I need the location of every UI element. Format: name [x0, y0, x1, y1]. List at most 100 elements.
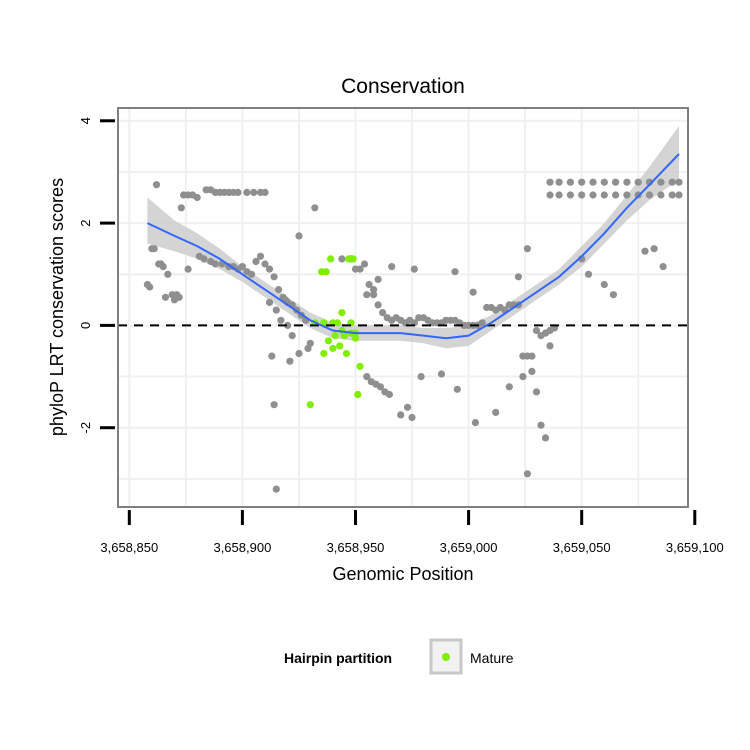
data-point-other: [523, 245, 532, 253]
data-point-other: [532, 326, 541, 335]
data-point-other: [161, 293, 170, 301]
data-point-other: [641, 247, 649, 255]
data-point-other: [306, 339, 314, 347]
data-point-other: [363, 291, 371, 299]
data-point-mature: [354, 390, 362, 399]
data-point-other: [659, 263, 667, 271]
smooth-trend-line: [146, 153, 680, 340]
data-point-other: [252, 257, 260, 266]
x-tick-label: 3,659,000: [440, 540, 498, 555]
data-point-other: [675, 191, 683, 199]
data-point-other: [478, 319, 486, 327]
data-point-other: [184, 265, 192, 273]
data-point-other: [268, 352, 276, 360]
data-point-other: [668, 178, 676, 186]
data-point-other: [657, 178, 665, 186]
data-point-other: [385, 390, 393, 399]
data-point-other: [256, 252, 265, 260]
data-point-mature: [342, 349, 351, 358]
data-point-other: [177, 204, 185, 212]
data-point-other: [247, 270, 256, 278]
data-point-other: [505, 383, 513, 391]
data-point-other: [261, 188, 269, 196]
data-point-other: [519, 373, 527, 381]
y-tick-label: 2: [78, 219, 93, 226]
data-point-mature: [327, 255, 335, 263]
data-point-other: [211, 260, 219, 268]
data-point-other: [600, 178, 608, 186]
data-point-other: [374, 275, 382, 283]
data-point-other: [379, 309, 387, 317]
data-point-other: [338, 255, 346, 263]
data-point-other: [295, 232, 303, 240]
data-point-other: [453, 385, 461, 393]
data-point-other: [523, 470, 532, 478]
data-point-other: [270, 273, 278, 281]
y-tick-label: -2: [78, 422, 93, 434]
data-point-other: [250, 188, 258, 196]
data-point-other: [272, 306, 280, 314]
data-point-other: [541, 434, 550, 442]
data-point-other: [374, 301, 382, 309]
y-axis-title: phyloP LRT conservation scores: [47, 178, 67, 436]
data-point-other: [645, 191, 654, 199]
data-point-other: [410, 265, 418, 273]
data-point-other: [146, 283, 154, 291]
data-point-other: [408, 413, 416, 422]
confidence-band: [147, 125, 679, 349]
data-point-mature: [356, 362, 364, 370]
data-point-other: [152, 181, 161, 189]
data-point-other: [150, 245, 158, 253]
data-point-other: [623, 178, 631, 186]
data-point-other: [532, 388, 541, 396]
data-point-other: [370, 291, 378, 299]
data-point-other: [566, 191, 575, 199]
chart-title: Conservation: [341, 75, 465, 98]
panel-background: [118, 108, 688, 507]
data-point-other: [589, 178, 597, 186]
plot-panel: 3,658,850 3,658,900 3,658,950 3,659,000 3,65…: [78, 107, 724, 555]
data-point-mature: [351, 334, 360, 342]
data-point-other: [286, 357, 294, 365]
data-point-other: [388, 263, 396, 271]
data-point-other: [650, 245, 658, 253]
data-point-other: [275, 286, 283, 294]
data-point-other: [417, 373, 425, 381]
data-point-mature: [320, 349, 328, 358]
data-point-mature: [322, 268, 330, 276]
data-point-other: [403, 403, 412, 411]
data-point-other: [363, 373, 371, 381]
data-point-other: [356, 265, 364, 273]
data-point-mature: [338, 309, 346, 317]
data-point-other: [193, 193, 201, 202]
data-point-other: [609, 291, 618, 299]
data-point-other: [546, 191, 554, 199]
y-tick-label: 0: [78, 322, 93, 329]
legend-key-mature: [442, 653, 450, 661]
data-point-other: [376, 383, 384, 391]
data-point-other: [555, 191, 563, 199]
data-point-other: [612, 178, 620, 186]
data-point-other: [265, 298, 274, 306]
data-point-other: [492, 408, 500, 416]
data-point-other: [555, 178, 563, 186]
data-point-mature: [329, 344, 337, 352]
data-point-other: [469, 288, 477, 296]
y-tick-label: 4: [78, 117, 93, 124]
legend-title: Hairpin partition: [284, 650, 392, 666]
data-point-other: [265, 265, 274, 273]
data-point-mature: [349, 255, 357, 263]
data-point-other: [612, 191, 620, 199]
data-point-other: [200, 255, 208, 263]
data-point-mature: [324, 337, 332, 345]
data-point-other: [370, 286, 378, 294]
data-point-other: [578, 178, 586, 186]
legend-label-mature: Mature: [470, 650, 514, 666]
data-point-other: [234, 188, 242, 196]
data-point-other: [471, 419, 479, 427]
data-point-mature: [331, 332, 339, 340]
data-point-other: [528, 352, 536, 360]
data-point-other: [537, 421, 545, 429]
data-point-other: [360, 260, 369, 268]
x-tick-label: 3,659,050: [553, 540, 611, 555]
